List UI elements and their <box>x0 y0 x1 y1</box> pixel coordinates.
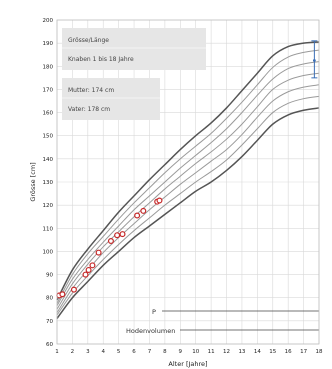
measurement-point <box>70 286 77 293</box>
x-tick-label: 10 <box>192 349 199 355</box>
x-tick-label: 4 <box>101 349 105 355</box>
y-tick-label: 130 <box>43 180 54 186</box>
parents-box: Mutter: 174 cm Vater: 178 cm <box>62 78 160 120</box>
y-tick-label: 90 <box>46 273 53 279</box>
y-tick-label: 190 <box>43 41 54 47</box>
measurement-point <box>140 207 147 214</box>
y-tick-label: 60 <box>46 342 53 348</box>
x-tick-label: 5 <box>117 349 121 355</box>
x-tick-label: 14 <box>254 349 261 355</box>
target-range <box>311 40 318 79</box>
y-tick-labels: 60 70 80 90 100 110 120 130 140 150 160 170 180 190 20… <box>43 18 54 348</box>
x-tick-label: 13 <box>238 349 245 355</box>
y-tick-label: 110 <box>43 226 54 232</box>
info-box: Grösse/Länge Knaben 1 bis 18 Jahre <box>62 28 206 70</box>
p-marker-label: P <box>152 308 156 316</box>
y-tick-label: 70 <box>46 319 53 325</box>
testis-volume-label: Hodenvolumen <box>126 327 175 335</box>
x-tick-label: 16 <box>285 349 292 355</box>
x-tick-label: 11 <box>208 349 215 355</box>
measurement-point <box>82 271 89 278</box>
y-tick-label: 140 <box>43 157 54 163</box>
percentile-curve <box>56 72 320 310</box>
measurement-point <box>85 266 92 273</box>
measurement-point <box>95 249 102 256</box>
x-tick-label: 12 <box>223 349 230 355</box>
percentile-curves <box>56 41 320 319</box>
x-tick-label: 6 <box>132 349 136 355</box>
y-axis-label: Grösse [cm] <box>29 162 37 201</box>
x-tick-label: 7 <box>148 349 152 355</box>
y-tick-label: 180 <box>43 64 54 70</box>
measurement-point <box>156 197 163 204</box>
y-tick-label: 120 <box>43 203 54 209</box>
y-tick-label: 80 <box>46 296 53 302</box>
percentile-curve <box>56 41 320 301</box>
mother-height-label: Mutter: 174 cm <box>68 87 114 94</box>
parents-box-background <box>62 78 160 120</box>
percentile-curve <box>56 107 320 319</box>
plot-frame <box>56 19 320 345</box>
x-tick-label: 1 <box>55 349 59 355</box>
x-tick-label: 3 <box>86 349 90 355</box>
percentile-curve <box>56 49 320 304</box>
measurement-point <box>107 238 114 245</box>
x-tick-label: 9 <box>179 349 183 355</box>
y-tick-label: 160 <box>43 111 54 117</box>
x-tick-label: 17 <box>300 349 307 355</box>
percentile-curve <box>56 95 320 316</box>
y-tick-label: 100 <box>43 249 54 255</box>
measurement-point <box>119 231 126 238</box>
info-box-subtitle: Knaben 1 bis 18 Jahre <box>68 56 134 63</box>
father-height-label: Vater: 178 cm <box>68 106 110 113</box>
target-height-point <box>312 59 316 62</box>
info-box-title: Grösse/Länge <box>68 37 109 44</box>
measurement-point <box>59 291 66 298</box>
percentile-curve <box>56 84 320 314</box>
pubertal-markers: P Hodenvolumen <box>126 308 319 335</box>
measurement-point <box>134 212 141 219</box>
measurement-point <box>114 232 121 239</box>
y-tick-label: 170 <box>43 87 54 93</box>
y-tick-label: 150 <box>43 134 54 140</box>
info-box-background <box>62 28 206 70</box>
x-tick-labels: 1 2 3 4 5 6 7 8 9 10 11 12 13 14 15 16 17 18 <box>55 349 323 355</box>
x-tick-label: 15 <box>269 349 276 355</box>
y-tick-label: 200 <box>43 18 54 24</box>
x-tick-label: 2 <box>71 349 75 355</box>
x-tick-label: 8 <box>163 349 167 355</box>
measurement-point <box>89 262 96 269</box>
x-tick-label: 18 <box>316 349 323 355</box>
percentile-curve <box>56 61 320 307</box>
x-axis-label: Alter [Jahre] <box>168 360 207 368</box>
